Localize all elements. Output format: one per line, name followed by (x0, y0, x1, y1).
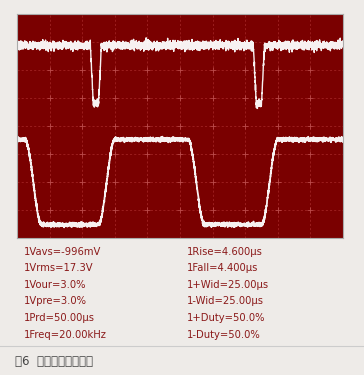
Text: 1+Duty=50.0%: 1+Duty=50.0% (186, 313, 265, 323)
Text: 1-Wid=25.00μs: 1-Wid=25.00μs (186, 297, 264, 306)
Text: 1Fall=4.400μs: 1Fall=4.400μs (186, 263, 258, 273)
Text: 1Freq=20.00kHz: 1Freq=20.00kHz (24, 330, 106, 340)
Text: 1-Duty=50.0%: 1-Duty=50.0% (186, 330, 260, 340)
Text: 1Vour=3.0%: 1Vour=3.0% (24, 280, 86, 290)
Text: 1Vavs=-996mV: 1Vavs=-996mV (24, 247, 101, 257)
Text: 图6  整机方波测试结果: 图6 整机方波测试结果 (15, 355, 92, 368)
Text: 1Vrms=17.3V: 1Vrms=17.3V (24, 263, 93, 273)
Text: 1+Wid=25.00μs: 1+Wid=25.00μs (186, 280, 269, 290)
Text: 1Rise=4.600μs: 1Rise=4.600μs (186, 247, 262, 257)
Text: 1Prd=50.00μs: 1Prd=50.00μs (24, 313, 95, 323)
Text: 1Vpre=3.0%: 1Vpre=3.0% (24, 297, 87, 306)
